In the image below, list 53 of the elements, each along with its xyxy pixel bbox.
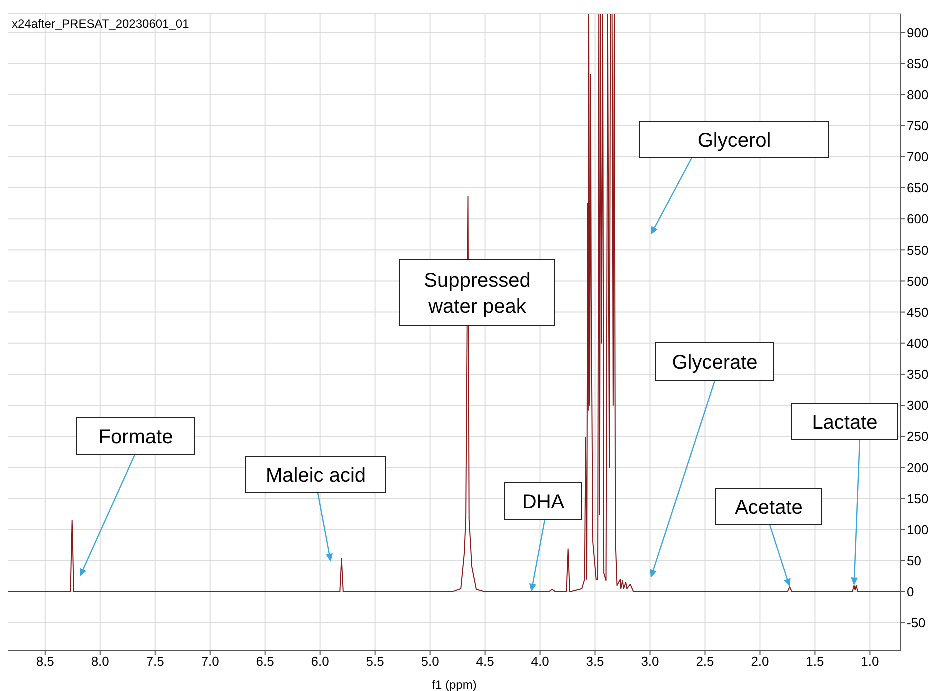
y-tick-label: 800 — [907, 87, 929, 102]
y-tick-label: 450 — [907, 304, 929, 320]
y-tick-label: 900 — [907, 25, 929, 40]
x-tick-label: 3.0 — [641, 654, 660, 670]
x-tick-label: 5.5 — [366, 654, 384, 670]
annotation: Formate — [98, 426, 174, 448]
x-tick-label: 2.0 — [751, 654, 770, 670]
y-tick-label: 600 — [907, 212, 929, 227]
label-box: Lactate — [792, 404, 898, 440]
annotation: Maleic acid — [266, 465, 366, 487]
annotation: Lactate — [812, 412, 878, 434]
annotation: Acetate — [735, 497, 803, 519]
label-box: Acetate — [716, 488, 822, 526]
label-box: Formate — [76, 418, 196, 456]
y-tick-label: 0 — [907, 584, 914, 600]
y-tick-label: 50 — [907, 554, 922, 569]
x-tick-label: 6.0 — [311, 654, 330, 670]
x-tick-label: 7.0 — [201, 654, 220, 670]
y-tick-label: 750 — [907, 118, 929, 134]
y-tick-label: 400 — [907, 336, 929, 351]
label-box: DHA — [504, 482, 582, 520]
label-box: Suppressed water peak — [400, 260, 556, 326]
x-tick-label: 4.5 — [476, 654, 494, 670]
annotation: Suppressed water peak — [424, 270, 531, 318]
y-tick-label: 700 — [907, 150, 929, 165]
annotation: DHA — [522, 492, 566, 514]
y-tick-label: 200 — [907, 460, 929, 476]
y-tick-label: 500 — [907, 274, 929, 289]
x-tick-label: 6.5 — [256, 654, 274, 670]
x-tick-label: 8.0 — [91, 654, 110, 670]
x-tick-label: 5.0 — [421, 654, 440, 670]
x-tick-label: 3.5 — [586, 654, 604, 670]
x-tick-label: 8.5 — [36, 654, 54, 670]
label-box: Glycerate — [656, 342, 774, 382]
x-tick-label: 2.5 — [696, 654, 714, 670]
y-tick-label: -50 — [907, 616, 926, 631]
y-tick-label: 550 — [907, 242, 929, 258]
x-tick-label: 7.5 — [146, 654, 164, 670]
x-tick-label: 4.0 — [531, 654, 550, 670]
y-tick-label: 150 — [907, 491, 929, 506]
label-box: Maleic acid — [246, 456, 386, 494]
chart-title: x24after_PRESAT_20230601_01 — [12, 17, 190, 31]
y-tick-label: 300 — [907, 398, 929, 414]
label-box: Glycerol — [640, 122, 830, 158]
y-tick-label: 350 — [907, 367, 929, 382]
annotation: Glycerol — [698, 130, 772, 152]
y-tick-label: 250 — [907, 429, 929, 444]
y-tick-label: 850 — [907, 56, 929, 72]
y-tick-label: 100 — [907, 522, 929, 538]
annotation: Glycerate — [672, 352, 758, 374]
x-tick-label: 1.0 — [861, 654, 880, 670]
y-tick-label: 650 — [907, 180, 929, 196]
x-tick-label: 1.5 — [806, 654, 824, 670]
